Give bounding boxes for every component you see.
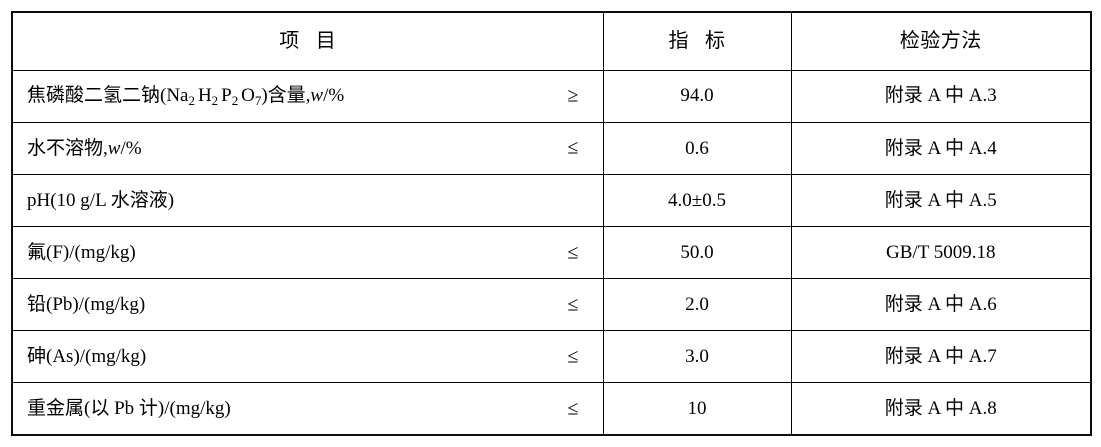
cell-item-5: 铅(Pb)/(mg/kg) ≤ — [11, 278, 604, 332]
table-row: 砷(As)/(mg/kg) ≤ 3.0 附录 A 中 A.7 — [11, 330, 1092, 384]
item-prefix-1: 焦磷酸二氢二钠(Na — [27, 85, 189, 107]
cell-index-2: 0.6 — [602, 121, 792, 175]
table-row: 氟(F)/(mg/kg) ≤ 50.0 GB/T 5009.18 — [11, 226, 1092, 280]
formula-el-o: O — [241, 85, 255, 107]
item-label-2: 水不溶物,w/% — [27, 137, 142, 161]
cell-method-2: 附录 A 中 A.4 — [790, 121, 1092, 175]
table-row: 水不溶物,w/% ≤ 0.6 附录 A 中 A.4 — [11, 121, 1092, 175]
relational-operator-4: ≤ — [567, 241, 579, 264]
cell-index-7: 10 — [602, 382, 792, 436]
table-row: 铅(Pb)/(mg/kg) ≤ 2.0 附录 A 中 A.6 — [11, 278, 1092, 332]
cell-method-6: 附录 A 中 A.7 — [790, 330, 1092, 384]
relational-operator-5: ≤ — [567, 293, 579, 316]
cell-item-7: 重金属(以 Pb 计)/(mg/kg) ≤ — [11, 382, 604, 436]
table-row: 重金属(以 Pb 计)/(mg/kg) ≤ 10 附录 A 中 A.8 — [11, 382, 1092, 436]
formula-el-p: P — [221, 85, 232, 107]
column-header-index-part1: 指 — [668, 29, 689, 52]
item-label-6: 砷(As)/(mg/kg) — [27, 345, 147, 367]
cell-item-3: pH(10 g/L 水溶液) — [11, 173, 604, 228]
item-label-1: 焦磷酸二氢二钠(Na2 H2 P2 O7)含量,w/% — [27, 84, 344, 108]
formula-sub-na: 2 — [188, 93, 195, 109]
table-row: pH(10 g/L 水溶液) 4.0±0.5 附录 A 中 A.5 — [11, 173, 1092, 228]
item-symbol-w-1: w — [310, 85, 324, 107]
cell-method-1: 附录 A 中 A.3 — [790, 69, 1092, 123]
cell-index-3: 4.0±0.5 — [602, 173, 792, 228]
item-suffix-1: )含量, — [261, 85, 311, 107]
item-label-3: pH(10 g/L 水溶液) — [27, 189, 175, 211]
formula-sub-o: 7 — [254, 93, 262, 109]
relational-operator-6: ≤ — [567, 345, 579, 368]
relational-operator-7: ≤ — [567, 397, 579, 420]
item-label-5: 铅(Pb)/(mg/kg) — [27, 293, 146, 315]
cell-item-2: 水不溶物,w/% ≤ — [11, 121, 604, 175]
cell-index-4: 50.0 — [602, 226, 792, 280]
cell-method-4: GB/T 5009.18 — [790, 226, 1092, 280]
column-header-item: 项目 — [11, 11, 604, 71]
formula-sub-h: 2 — [211, 93, 219, 109]
cell-index-1: 94.0 — [602, 69, 792, 123]
cell-index-6: 3.0 — [602, 330, 792, 384]
item-label-7: 重金属(以 Pb 计)/(mg/kg) — [27, 397, 231, 419]
cell-item-1: 焦磷酸二氢二钠(Na2 H2 P2 O7)含量,w/% ≥ — [11, 69, 604, 123]
relational-operator-1: ≥ — [567, 84, 579, 107]
item-unit-2: /% — [120, 137, 142, 159]
table-row: 焦磷酸二氢二钠(Na2 H2 P2 O7)含量,w/% ≥ 94.0 附录 A 中 A… — [11, 69, 1092, 123]
column-header-index-part2: 标 — [705, 29, 726, 52]
cell-method-5: 附录 A 中 A.6 — [790, 278, 1092, 332]
table-header-row: 项目 指标 检验方法 — [11, 11, 1092, 71]
item-symbol-w-2: w — [107, 137, 121, 159]
column-header-item-part1: 项 — [279, 29, 300, 52]
item-label-4: 氟(F)/(mg/kg) — [27, 241, 136, 263]
item-prefix-2: 水不溶物, — [27, 137, 108, 159]
specification-table: 项目 指标 检验方法 焦磷酸二氢二钠(Na2 H2 P2 O7)含量,w/% ≥ 94… — [11, 11, 1092, 436]
cell-item-6: 砷(As)/(mg/kg) ≤ — [11, 330, 604, 384]
item-unit-1: /% — [323, 85, 345, 107]
column-header-index: 指标 — [602, 11, 792, 71]
cell-item-4: 氟(F)/(mg/kg) ≤ — [11, 226, 604, 280]
column-header-method: 检验方法 — [790, 11, 1092, 71]
relational-operator-2: ≤ — [567, 136, 579, 159]
cell-method-7: 附录 A 中 A.8 — [790, 382, 1092, 436]
formula-sub-p: 2 — [231, 93, 239, 109]
column-header-item-part2: 目 — [315, 29, 337, 52]
formula-el-h: H — [197, 85, 212, 107]
cell-index-5: 2.0 — [602, 278, 792, 332]
cell-method-3: 附录 A 中 A.5 — [790, 173, 1092, 228]
